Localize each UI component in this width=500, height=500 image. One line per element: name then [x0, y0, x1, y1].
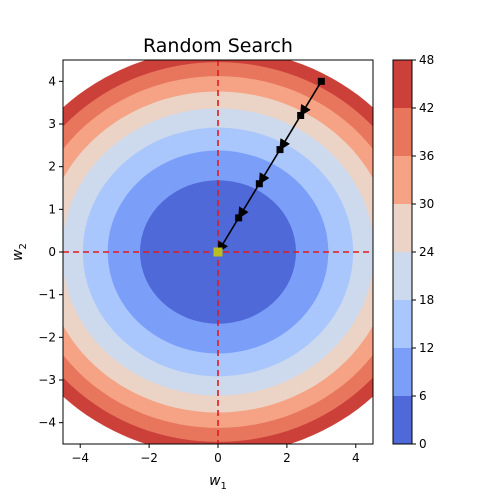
y-axis-ticks: −4 −3 −2 −1 0 1 2 3 4	[38, 74, 63, 430]
x-tick-label: 0	[214, 451, 222, 465]
x-tick-label: −4	[71, 451, 89, 465]
colorbar-band-4	[393, 204, 412, 252]
y-axis-label-sub: 2	[18, 243, 29, 249]
y-axis-label-base: w	[10, 249, 26, 261]
colorbar-band-0	[393, 396, 412, 444]
path-step-1	[299, 80, 323, 117]
colorbar-tick-label: 0	[419, 437, 427, 451]
x-tick-label: 4	[352, 451, 360, 465]
colorbar-tick-label: 48	[419, 53, 434, 67]
colorbar-tick-label: 36	[419, 149, 434, 163]
y-tick-label: 3	[48, 117, 56, 131]
colorbar-tick-label: 24	[419, 245, 434, 259]
path-point-4	[235, 214, 243, 222]
y-tick-label: 0	[48, 245, 56, 259]
path-end-marker	[213, 247, 223, 257]
colorbar-band-2	[393, 300, 412, 348]
y-tick-label: 4	[48, 74, 56, 88]
colorbar-tick-label: 12	[419, 341, 434, 355]
path-point-2	[276, 146, 284, 154]
path-step-3	[258, 149, 281, 185]
path-step-2	[279, 115, 302, 151]
y-tick-label: 2	[48, 160, 56, 174]
x-tick-label: 2	[283, 451, 291, 465]
y-tick-label: 1	[48, 202, 56, 216]
y-tick-label: −1	[38, 288, 56, 302]
colorbar-tick-label: 18	[419, 293, 434, 307]
x-axis-label: w1	[209, 473, 227, 492]
colorbar-band-3	[393, 252, 412, 300]
chart-title: Random Search	[143, 35, 293, 57]
x-tick-label: −2	[140, 451, 158, 465]
path-point-1	[297, 111, 305, 119]
colorbar-band-7	[393, 60, 412, 108]
colorbar-band-5	[393, 156, 412, 204]
path-step-4	[237, 183, 261, 219]
colorbar-band-1	[393, 348, 412, 396]
path-step-5	[217, 217, 240, 253]
x-axis-label-base: w	[209, 473, 221, 489]
colorbar-tick-label: 30	[419, 197, 434, 211]
x-axis-label-sub: 1	[221, 481, 227, 492]
search-path	[213, 77, 325, 257]
colorbar-tick-label: 6	[419, 389, 427, 403]
y-tick-label: −2	[38, 330, 56, 344]
y-axis-label: w2	[10, 243, 29, 261]
colorbar-tick-label: 42	[419, 101, 434, 115]
colorbar-band-6	[393, 108, 412, 156]
y-tick-label: −3	[38, 373, 56, 387]
y-tick-label: −4	[38, 416, 56, 430]
x-axis-ticks: −4 −2 0 2 4	[71, 444, 360, 465]
path-point-0	[317, 77, 325, 85]
colorbar: 0 6 12 18 24 30 36 42 48	[392, 53, 434, 451]
path-point-3	[255, 180, 263, 188]
